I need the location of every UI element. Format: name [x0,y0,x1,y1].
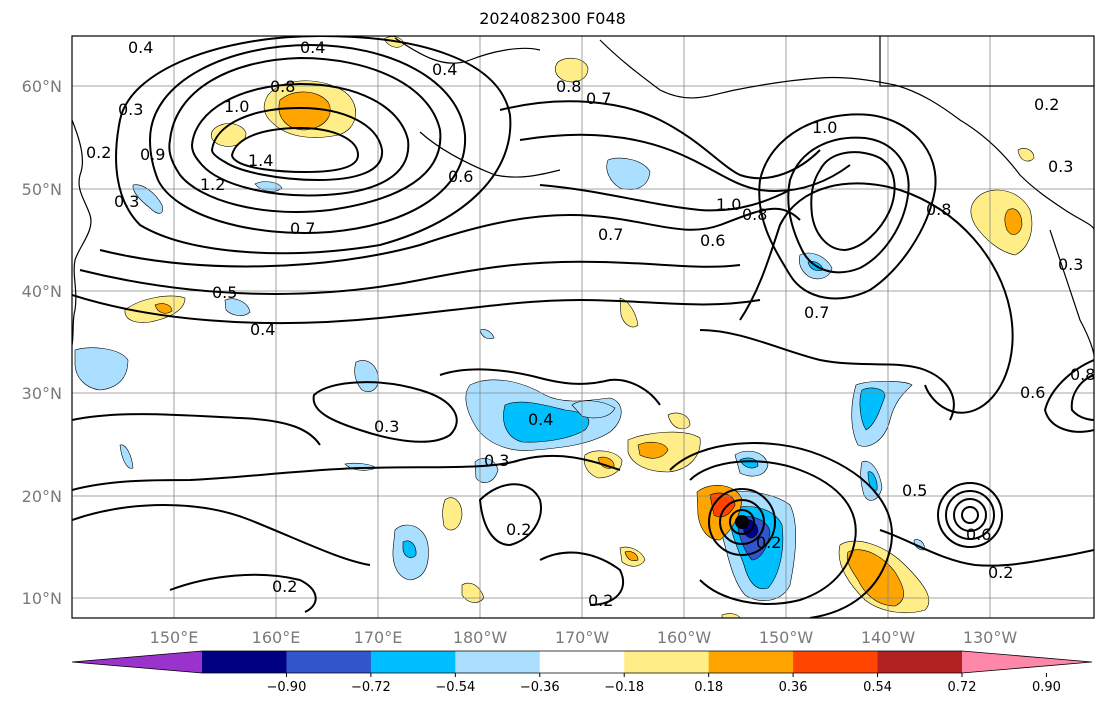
contour-label: 0.2 [272,577,297,596]
contour-label: 0.9 [140,145,165,164]
colorbar-swatch [624,651,710,673]
colorbar-outline [71,650,1093,674]
lon-label: 160°W [657,628,712,647]
contour-label: 0.7 [598,225,623,244]
map-plot-area [72,36,1094,618]
colorbar-swatch [877,651,963,673]
contour-label: 0.7 [804,303,829,322]
colorbar-swatch [286,651,372,673]
colorbar-extend-high [962,651,1092,673]
lon-label: 180°W [453,628,508,647]
contour-label: 0.4 [528,410,553,429]
contour-label: 0.3 [114,192,139,211]
lat-label: 50°N [22,180,62,199]
colorbar-tick-label: −0.18 [604,680,644,695]
contour-label: 1.0 [812,118,837,137]
coastlines [72,36,1094,356]
contour-label: 0.6 [966,525,991,544]
colorbar-tick-label: 0.90 [1032,680,1061,695]
colorbar-tick-label: 0.72 [948,680,977,695]
contour-label: 1.0 [716,195,741,214]
contour-label: 0.3 [118,100,143,119]
colorbar-swatch [539,651,625,673]
lat-label: 30°N [22,384,62,403]
colorbar-extend-low [72,651,202,673]
lon-label: 170°W [555,628,610,647]
contour-label: 0.4 [300,38,325,57]
contour-label: 0.7 [586,89,611,108]
lat-label: 20°N [22,487,62,506]
colorbar-swatch [370,651,456,673]
contour-label: 0.8 [556,77,581,96]
contour-label: 0.2 [506,520,531,539]
contour-label-layer: 0.4 0.4 0.4 0.8 0.8 0.7 1.0 1.4 1.2 1.0 … [86,38,1095,610]
colorbar-tick-label: 0.54 [863,680,892,695]
lon-label: 130°W [963,628,1018,647]
contour-label: 0.2 [1034,95,1059,114]
contour-label: 1.2 [200,175,225,194]
contour-label: 0.4 [128,38,153,57]
contour-label: 0.6 [448,167,473,186]
contour-label: 1.0 [224,97,249,116]
latitude-labels: 60°N 50°N 40°N 30°N 20°N 10°N [22,77,62,608]
colorbar-swatch [455,651,541,673]
contour-lines [72,36,1094,618]
lon-label: 160°E [252,628,301,647]
lat-label: 60°N [22,77,62,96]
contour-label: 0.8 [270,77,295,96]
lat-label: 40°N [22,282,62,301]
contour-label: 0.4 [432,60,457,79]
colorbar-tick-label: −0.36 [520,680,560,695]
lon-label: 150°E [150,628,199,647]
colorbar-tick-label: −0.54 [435,680,475,695]
contour-label: 0.5 [212,283,237,302]
contour-label: 1.4 [248,151,273,170]
contour-label: 0.5 [902,481,927,500]
colorbar-tick-label: −0.72 [351,680,391,695]
lon-label: 140°W [861,628,916,647]
longitude-labels: 150°E 160°E 170°E 180°W 170°W 160°W 150°… [150,628,1018,647]
contour-label: 0.8 [926,200,951,219]
colorbar-tick-label: 0.36 [779,680,808,695]
contour-label: 0.3 [374,417,399,436]
contour-label: 0.3 [1058,255,1083,274]
lon-label: 170°E [354,628,403,647]
colorbar: −0.90 −0.72 −0.54 −0.36 −0.18 0.18 0.36 0.54 0.7… [71,650,1093,695]
map-border [71,35,1095,619]
contour-label: 0.8 [1070,365,1095,384]
colorbar-swatch [202,651,287,673]
contour-label: 0.3 [1048,157,1073,176]
colorbar-swatch [708,651,794,673]
contour-label: 0.4 [250,320,275,339]
lat-label: 10°N [22,589,62,608]
contour-label: 0.2 [86,143,111,162]
storm-center-marker [735,515,749,529]
contour-label: 0.3 [484,451,509,470]
contour-label: 0.2 [756,533,781,552]
lon-label: 150°W [759,628,814,647]
contour-label: 0.8 [742,205,767,224]
colorbar-tick-label: −0.90 [267,680,307,695]
map-gridlines [72,36,1094,618]
contour-label: 0.2 [988,563,1013,582]
colorbar-swatch [793,651,879,673]
contour-label: 0.6 [1020,383,1045,402]
colorbar-tick-label: 0.18 [694,680,723,695]
contour-label: 0.7 [290,219,315,238]
map-title: 2024082300 F048 [479,9,626,28]
contour-label: 0.2 [588,591,613,610]
contour-label: 0.6 [700,231,725,250]
